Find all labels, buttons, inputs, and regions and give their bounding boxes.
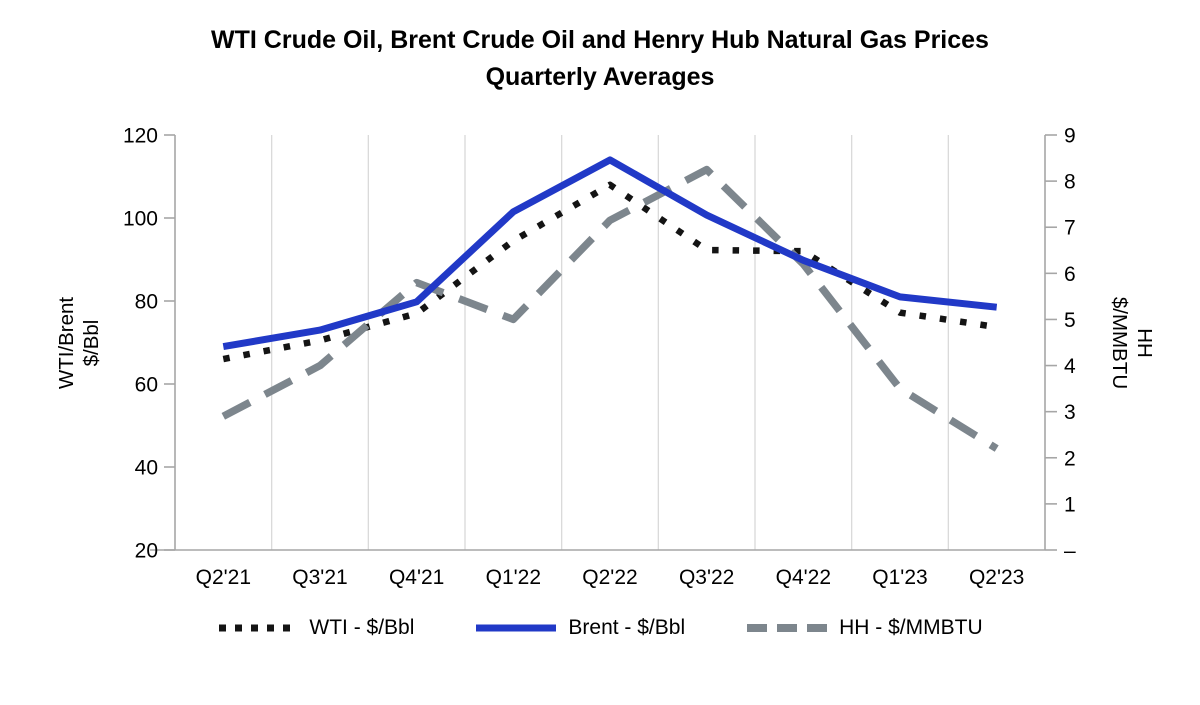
right-axis-title-line1: HH (1133, 328, 1156, 358)
left-axis-tick-label: 60 (135, 374, 158, 397)
right-axis-title: HH $/MMBTU (1107, 243, 1157, 443)
brent-line-sample-icon (476, 624, 557, 632)
left-axis-tick-label: 20 (135, 540, 158, 563)
x-axis-label: Q1'23 (872, 566, 927, 589)
legend-item-hh: HH - $/MMBTU (747, 616, 983, 640)
x-axis-label: Q2'21 (196, 566, 251, 589)
x-axis-label: Q2'22 (582, 566, 637, 589)
right-axis-tick-label: 1 (1064, 493, 1076, 516)
right-axis-tick-label: – (1064, 540, 1076, 563)
chart-title-line2: Quarterly Averages (485, 63, 715, 91)
left-axis-tick-label: 120 (123, 125, 158, 148)
wti-line-sample-icon (219, 624, 298, 632)
chart-title: WTI Crude Oil, Brent Crude Oil and Henry… (0, 22, 1200, 96)
right-axis-tick-label: 7 (1064, 217, 1076, 240)
left-axis-title-line1: WTI/Brent (55, 296, 78, 390)
right-axis-tick-label: 5 (1064, 309, 1076, 332)
hh-series-line (221, 165, 999, 452)
x-axis-label: Q4'22 (776, 566, 831, 589)
x-axis-label: Q3'21 (292, 566, 347, 589)
x-axis-label: Q4'21 (389, 566, 444, 589)
left-axis-tick-label: 40 (135, 457, 158, 480)
x-axis-label: Q2'23 (969, 566, 1024, 589)
legend-item-wti: WTI - $/Bbl (217, 616, 414, 640)
x-axis-label: Q3'22 (679, 566, 734, 589)
legend-label-wti: WTI - $/Bbl (309, 616, 415, 639)
right-axis-tick-label: 6 (1064, 263, 1076, 286)
left-axis-tick-label: 100 (123, 208, 158, 231)
legend-item-brent: Brent - $/Bbl (476, 616, 685, 640)
wti-series-line (222, 181, 998, 363)
right-axis-tick-label: 2 (1064, 447, 1076, 470)
left-axis-title: WTI/Brent $/Bbl (54, 243, 104, 443)
legend-label-brent: Brent - $/Bbl (568, 616, 686, 639)
right-axis-tick-label: 3 (1064, 401, 1076, 424)
right-axis-tick-label: 4 (1064, 355, 1076, 378)
legend-label-hh: HH - $/MMBTU (839, 616, 983, 639)
right-axis-title-line2: $/MMBTU (1108, 296, 1131, 390)
hh-line-sample-icon (747, 624, 828, 632)
left-axis-tick-label: 80 (135, 291, 158, 314)
legend: WTI - $/Bbl Brent - $/Bbl HH - $/MMBTU (0, 616, 1200, 640)
left-axis-title-line2: $/Bbl (80, 319, 103, 367)
x-axis-label: Q1'22 (486, 566, 541, 589)
right-axis-tick-label: 9 (1064, 125, 1076, 148)
chart-title-line1: WTI Crude Oil, Brent Crude Oil and Henry… (211, 26, 989, 54)
right-axis-tick-label: 8 (1064, 171, 1076, 194)
brent-series-line (222, 156, 998, 351)
